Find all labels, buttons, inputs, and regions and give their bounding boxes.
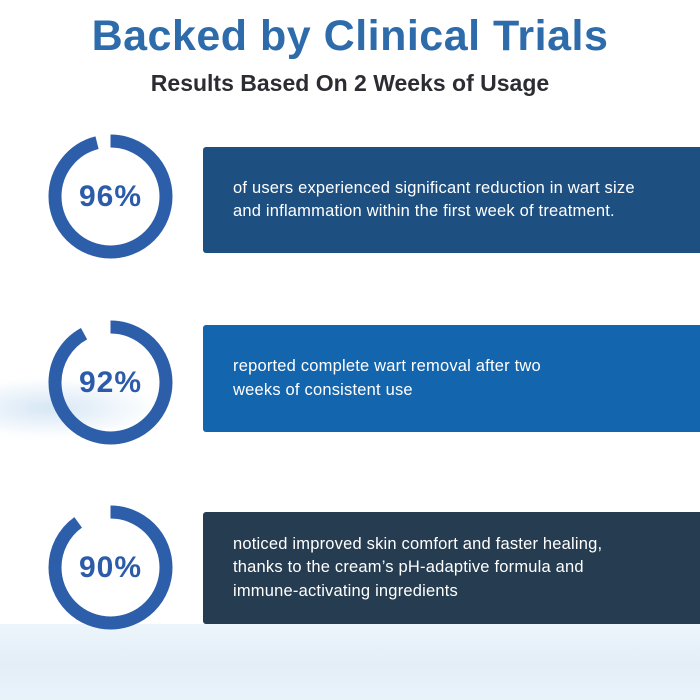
donut-progress-ring-90: 90% [48,505,173,630]
stat-description-box: reported complete wart removal after two… [203,325,700,432]
ring-chart-icon [48,134,173,259]
percent-label: 96% [78,179,143,213]
stat-description-box: noticed improved skin comfort and faster… [203,512,700,624]
donut-progress-ring-92: 92% [48,320,173,445]
ring-chart-icon [48,505,173,630]
stat-description: noticed improved skin comfort and faster… [233,534,603,600]
stat-description-box: of users experienced significant reducti… [203,147,700,253]
bottom-wave-background [0,624,700,700]
donut-progress-ring-96: 96% [48,134,173,259]
page-title: Backed by Clinical Trials [91,12,609,60]
ring-chart-icon [48,320,173,445]
percent-label: 90% [78,550,143,584]
stat-description: of users experienced significant reducti… [233,178,635,220]
percent-label: 92% [78,365,143,399]
page-subtitle: Results Based On 2 Weeks of Usage [150,70,550,96]
stat-description: reported complete wart removal after two… [233,357,541,399]
